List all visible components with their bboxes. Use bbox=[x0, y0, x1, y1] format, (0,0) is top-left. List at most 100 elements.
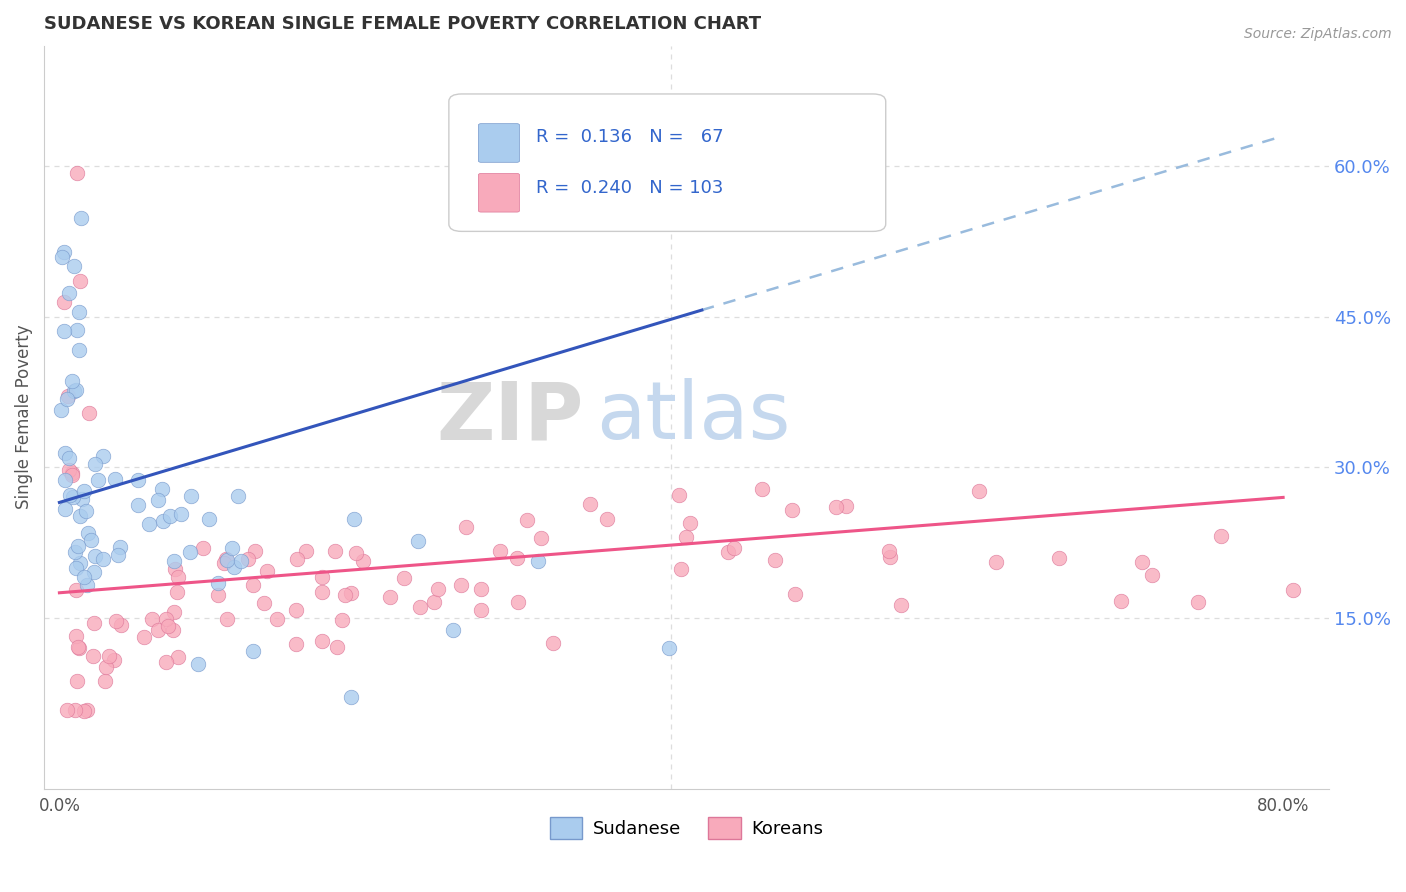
Point bbox=[579, 496, 602, 510]
Point bbox=[159, 509, 181, 524]
Point bbox=[658, 641, 681, 656]
Point bbox=[66, 166, 89, 180]
Point bbox=[76, 703, 98, 717]
Point bbox=[53, 324, 76, 338]
Point bbox=[94, 673, 117, 688]
Point bbox=[69, 304, 91, 318]
Point bbox=[671, 562, 693, 576]
Point bbox=[1140, 568, 1163, 582]
Point bbox=[69, 556, 91, 570]
Point bbox=[243, 544, 266, 558]
Point bbox=[505, 550, 527, 565]
Point bbox=[1130, 555, 1153, 569]
Point bbox=[253, 596, 276, 610]
Point bbox=[380, 591, 402, 605]
Point bbox=[226, 489, 249, 503]
Point bbox=[55, 703, 77, 717]
Point bbox=[284, 637, 307, 651]
Point bbox=[51, 403, 73, 417]
Point bbox=[146, 493, 169, 508]
Point bbox=[340, 690, 363, 705]
Point bbox=[75, 504, 97, 518]
Point bbox=[59, 488, 82, 502]
Point bbox=[76, 578, 98, 592]
Point bbox=[56, 392, 79, 406]
Point bbox=[103, 653, 125, 667]
Point bbox=[427, 582, 450, 596]
Point bbox=[167, 649, 190, 664]
Point bbox=[58, 463, 80, 477]
Point bbox=[231, 554, 253, 568]
Point bbox=[825, 500, 848, 514]
Point bbox=[65, 323, 87, 337]
Point bbox=[91, 449, 114, 463]
Point bbox=[107, 548, 129, 562]
Point bbox=[155, 656, 177, 670]
Point bbox=[55, 446, 77, 460]
Point bbox=[62, 259, 84, 273]
Point bbox=[530, 531, 553, 545]
Point bbox=[335, 589, 357, 603]
Point bbox=[596, 512, 619, 526]
Point bbox=[187, 657, 209, 672]
Point bbox=[763, 553, 786, 567]
Point bbox=[60, 467, 83, 481]
Text: Source: ZipAtlas.com: Source: ZipAtlas.com bbox=[1244, 27, 1392, 41]
Text: R =  0.136   N =   67: R = 0.136 N = 67 bbox=[536, 128, 724, 146]
Point bbox=[84, 549, 107, 563]
Point bbox=[1187, 595, 1209, 609]
Point bbox=[470, 603, 492, 617]
Point bbox=[785, 587, 807, 601]
Point bbox=[163, 605, 186, 619]
Point bbox=[63, 544, 86, 558]
Point bbox=[406, 533, 429, 548]
Point bbox=[890, 598, 912, 612]
Point bbox=[104, 614, 127, 628]
Point bbox=[180, 490, 202, 504]
Point bbox=[58, 450, 80, 465]
Point bbox=[67, 640, 90, 655]
Point bbox=[323, 543, 346, 558]
Point bbox=[330, 613, 353, 627]
Point bbox=[132, 630, 155, 644]
Point bbox=[506, 595, 529, 609]
Point bbox=[450, 578, 472, 592]
Point bbox=[148, 624, 170, 638]
Point bbox=[352, 554, 374, 568]
Point bbox=[207, 575, 229, 590]
Point bbox=[87, 473, 110, 487]
Point bbox=[879, 544, 901, 558]
Point bbox=[69, 508, 91, 523]
Point bbox=[79, 533, 101, 547]
Point bbox=[723, 541, 745, 555]
Point bbox=[679, 516, 702, 530]
Point bbox=[238, 551, 260, 566]
Point bbox=[162, 624, 184, 638]
Point bbox=[97, 649, 120, 664]
Point bbox=[266, 612, 288, 626]
Point bbox=[152, 514, 174, 528]
Point bbox=[62, 384, 84, 398]
Text: R =  0.240   N = 103: R = 0.240 N = 103 bbox=[536, 179, 724, 197]
Point bbox=[1047, 550, 1070, 565]
Point bbox=[1209, 529, 1232, 543]
Point bbox=[668, 488, 690, 502]
Point bbox=[77, 406, 100, 420]
Point bbox=[1111, 594, 1133, 608]
Point bbox=[65, 561, 87, 575]
Point bbox=[77, 526, 100, 541]
Point bbox=[53, 473, 76, 487]
Point bbox=[104, 472, 127, 486]
Point bbox=[82, 649, 104, 664]
Point bbox=[73, 483, 96, 498]
Point bbox=[422, 595, 444, 609]
Point bbox=[409, 600, 432, 615]
Point bbox=[879, 550, 901, 565]
Point bbox=[675, 530, 697, 544]
Point bbox=[454, 520, 477, 534]
Point bbox=[285, 551, 308, 566]
Text: ZIP: ZIP bbox=[436, 378, 583, 456]
Point bbox=[311, 585, 333, 599]
Point bbox=[58, 286, 80, 301]
Point bbox=[193, 541, 215, 556]
